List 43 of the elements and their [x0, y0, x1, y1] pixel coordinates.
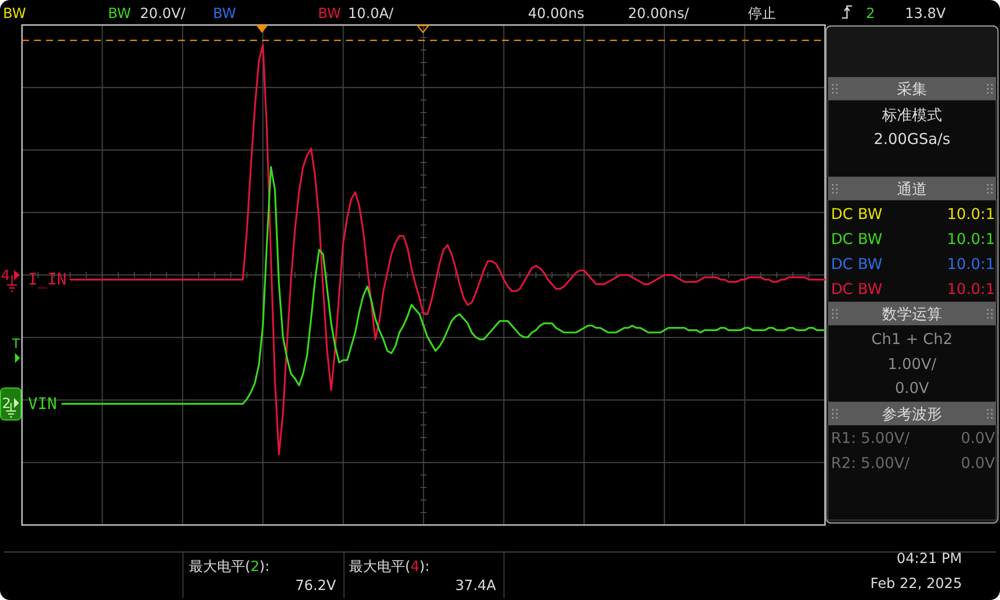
text: BW — [3, 6, 26, 22]
text: 2 — [2, 396, 11, 412]
text: 最大电平(4): — [349, 559, 430, 575]
legend-label: VIN — [28, 394, 57, 413]
text: 数学运算 — [882, 305, 942, 323]
text: 10.0:1 — [947, 230, 995, 248]
text: 参考波形 — [882, 405, 942, 423]
legend-label: I_IN — [28, 270, 67, 289]
text: 0.0V — [894, 379, 930, 397]
text: 0.0V — [960, 454, 996, 472]
text: 2 — [866, 6, 875, 22]
text: 20.00ns/ — [628, 6, 690, 22]
text: 标准模式 — [881, 106, 942, 124]
text: DC BW — [831, 205, 883, 223]
text: 20.0V/ — [140, 6, 186, 22]
text: 10.0:1 — [947, 255, 995, 273]
text: 10.0A/ — [348, 6, 394, 22]
text: DC BW — [831, 280, 883, 298]
text: 10.0:1 — [947, 280, 995, 298]
text: 10.0:1 — [947, 205, 995, 223]
text: 40.00ns — [528, 6, 584, 22]
text: 04:21 PM — [896, 551, 962, 567]
text: 通道 — [897, 180, 927, 198]
text: 0.0V — [960, 429, 996, 447]
text: BW — [213, 6, 236, 22]
text: 1.00V/ — [888, 355, 938, 373]
text: DC BW — [831, 230, 883, 248]
text: 采集 — [897, 80, 927, 98]
text: 37.4A — [455, 578, 496, 594]
text: BW — [108, 6, 132, 22]
text: DC BW — [831, 255, 883, 273]
text: R1: 5.00V/ — [831, 429, 910, 447]
text: 4 — [1, 268, 10, 284]
text: Ch1 + Ch2 — [871, 330, 953, 348]
text: Feb 22, 2025 — [870, 576, 962, 592]
text: T — [11, 337, 20, 352]
text: 76.2V — [295, 578, 336, 594]
text: R2: 5.00V/ — [831, 454, 910, 472]
text: BW — [318, 6, 342, 22]
text: 停止 — [748, 6, 776, 22]
text: 2.00GSa/s — [874, 130, 950, 148]
text: 最大电平(2): — [189, 559, 270, 575]
text: 13.8V — [905, 6, 946, 22]
